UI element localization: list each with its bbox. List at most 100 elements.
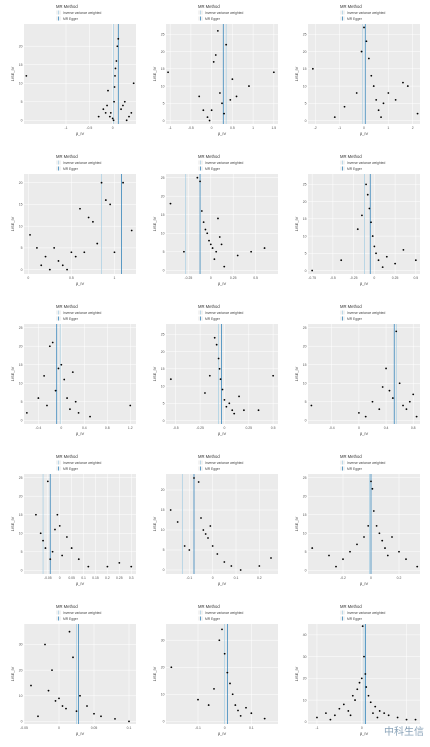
data-point bbox=[213, 258, 216, 261]
data-point bbox=[87, 216, 90, 219]
x-axis-label: β_IV bbox=[360, 431, 369, 436]
data-point bbox=[385, 367, 387, 370]
legend-item-label: MR Egger bbox=[205, 617, 221, 621]
data-point bbox=[408, 400, 411, 403]
x-tick-label: 0.2 bbox=[257, 576, 262, 580]
data-point bbox=[245, 706, 247, 709]
data-point bbox=[208, 239, 210, 242]
data-point bbox=[228, 402, 231, 405]
data-point bbox=[113, 100, 115, 103]
legend-item-label: MR Egger bbox=[63, 167, 79, 171]
x-tick-label: 0 bbox=[59, 576, 61, 580]
data-point bbox=[406, 85, 409, 87]
x-tick-label: 1 bbox=[387, 126, 389, 130]
data-point bbox=[128, 115, 130, 118]
data-point bbox=[116, 45, 119, 48]
y-axis-label: 1/SE_IV bbox=[10, 366, 15, 381]
legend-item-label: Inverse variance weighted bbox=[347, 311, 385, 315]
data-point bbox=[74, 400, 77, 403]
data-point bbox=[365, 686, 368, 688]
legend-item-label: MR Egger bbox=[63, 317, 79, 321]
data-point bbox=[239, 714, 242, 717]
data-points bbox=[35, 480, 133, 568]
data-point bbox=[207, 704, 210, 706]
watermark-text: 中科生信 bbox=[384, 727, 424, 738]
y-tick-label: 15 bbox=[161, 508, 165, 512]
data-point bbox=[230, 565, 233, 567]
data-point bbox=[371, 400, 374, 403]
legend-title: MR Method bbox=[340, 154, 362, 159]
y-axis-label: 1/SE_IV bbox=[152, 666, 157, 681]
data-point bbox=[218, 236, 221, 238]
y-axis-label: 1/SE_IV bbox=[294, 216, 299, 231]
x-tick-label: 1.5 bbox=[271, 126, 276, 130]
y-tick-label: 10 bbox=[161, 231, 165, 235]
data-point bbox=[356, 688, 359, 691]
y-tick-label: 10 bbox=[303, 234, 307, 238]
data-point bbox=[370, 74, 373, 77]
y-tick-label: 40 bbox=[303, 633, 307, 637]
funnel-plot-svg: MR Method Inverse variance weighted MR Egg… bbox=[294, 304, 420, 436]
y-tick-label: 5 bbox=[305, 252, 307, 256]
data-point bbox=[200, 210, 203, 212]
data-point bbox=[414, 259, 417, 262]
data-point bbox=[211, 545, 214, 547]
data-point bbox=[223, 652, 226, 655]
data-point bbox=[87, 565, 90, 568]
funnel-plot-svg: MR Method Inverse variance weighted MR Egg… bbox=[294, 604, 420, 736]
data-point bbox=[65, 536, 68, 538]
y-tick-label: 15 bbox=[303, 67, 307, 71]
data-point bbox=[226, 671, 229, 674]
x-tick-label: 1 bbox=[252, 126, 254, 130]
data-point bbox=[89, 415, 91, 418]
x-axis-label: β_IV bbox=[218, 281, 227, 286]
data-point bbox=[360, 50, 363, 53]
legend-item-label: Inverse variance weighted bbox=[63, 461, 101, 465]
y-axis-label: 1/SE_IV bbox=[294, 366, 299, 381]
y-tick-label: 0 bbox=[163, 719, 165, 723]
data-point bbox=[223, 112, 225, 115]
data-point bbox=[114, 717, 116, 720]
x-tick-label: -0.4 bbox=[35, 426, 41, 430]
y-tick-label: 20 bbox=[161, 350, 165, 354]
data-point bbox=[204, 392, 206, 394]
legend-item-label: MR Egger bbox=[347, 17, 363, 21]
data-point bbox=[358, 411, 360, 414]
plot-background bbox=[24, 474, 136, 574]
y-axis-label: 1/SE_IV bbox=[152, 366, 157, 381]
x-axis-label: β_IV bbox=[218, 581, 227, 586]
data-points bbox=[316, 625, 417, 721]
data-point bbox=[128, 720, 130, 723]
y-tick-label: 25 bbox=[19, 476, 23, 480]
data-point bbox=[114, 74, 116, 77]
funnel-plot-svg: MR Method Inverse variance weighted MR Egg… bbox=[10, 4, 136, 136]
data-point bbox=[219, 378, 222, 381]
data-point bbox=[97, 115, 100, 118]
y-tick-label: 10 bbox=[161, 384, 165, 388]
data-point bbox=[107, 89, 109, 92]
data-point bbox=[109, 111, 112, 114]
data-point bbox=[25, 74, 28, 77]
x-tick-label: 0 bbox=[373, 276, 375, 280]
data-point bbox=[394, 98, 397, 101]
data-point bbox=[100, 181, 103, 184]
legend-item-label: Inverse variance weighted bbox=[63, 311, 101, 315]
y-axis-label: 1/SE_IV bbox=[294, 666, 299, 681]
data-point bbox=[384, 547, 386, 549]
data-point bbox=[250, 250, 253, 253]
x-tick-label: 0 bbox=[358, 426, 360, 430]
data-point bbox=[257, 409, 260, 412]
data-point bbox=[196, 176, 199, 179]
y-tick-label: 5 bbox=[163, 102, 165, 106]
x-tick-label: 0.05 bbox=[91, 726, 98, 730]
y-tick-label: 25 bbox=[303, 476, 307, 480]
plot-background bbox=[24, 24, 136, 124]
x-axis-label: β_IV bbox=[360, 731, 369, 736]
data-point bbox=[123, 100, 126, 103]
data-point bbox=[367, 57, 370, 60]
data-point bbox=[369, 701, 372, 704]
data-point bbox=[398, 550, 400, 553]
x-tick-label: -0.5 bbox=[173, 426, 179, 430]
y-tick-label: 25 bbox=[303, 326, 307, 330]
data-point bbox=[229, 98, 232, 101]
